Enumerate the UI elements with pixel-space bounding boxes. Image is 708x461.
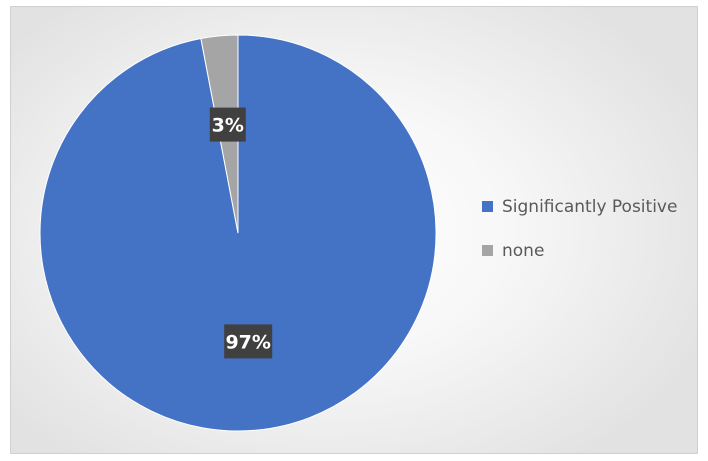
- data-label-significantly-positive: 97%: [225, 331, 270, 353]
- legend-swatch-none: [482, 245, 493, 256]
- data-label-box-significantly-positive: [224, 324, 273, 359]
- pie-slices: [39, 34, 437, 432]
- data-label-box-none: [209, 107, 246, 142]
- data-label-none: 3%: [212, 115, 244, 137]
- legend: Significantly Positive none: [482, 197, 677, 261]
- legend-label-none: none: [502, 241, 544, 261]
- data-labels: 97% 3%: [209, 107, 273, 359]
- legend-swatch-significantly-positive: [482, 201, 493, 212]
- legend-label-significantly-positive: Significantly Positive: [502, 197, 677, 217]
